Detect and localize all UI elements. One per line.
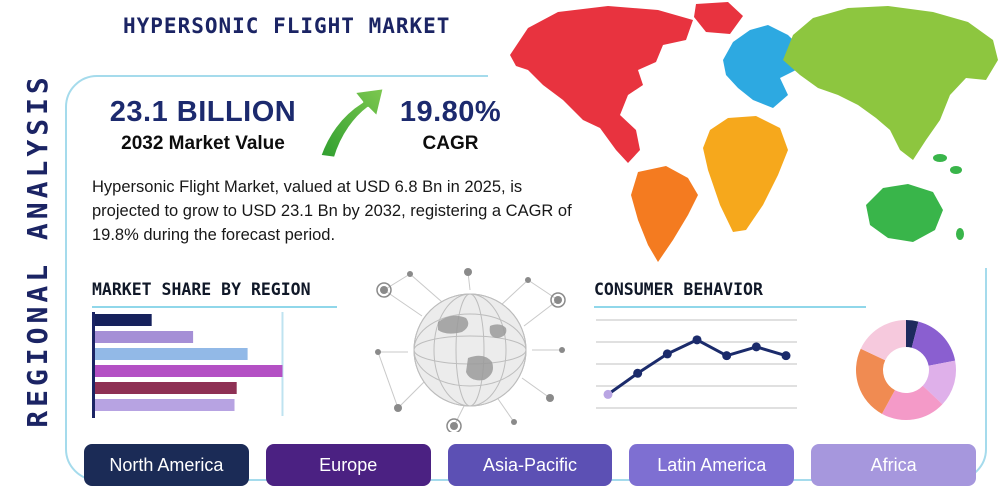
- region-button-north-america[interactable]: North America: [84, 444, 249, 486]
- region-donut-chart: [852, 316, 960, 424]
- cagr-number: 19.80%: [399, 96, 502, 128]
- region-button-africa[interactable]: Africa: [811, 444, 976, 486]
- market-share-bar-chart: [90, 312, 320, 420]
- market-value-label: 2032 Market Value: [121, 133, 285, 154]
- region-button-latin-america[interactable]: Latin America: [629, 444, 795, 486]
- cagr-label: CAGR: [422, 133, 479, 154]
- region-button-europe[interactable]: Europe: [265, 444, 431, 486]
- consumer-behavior-section-title: CONSUMER BEHAVIOR: [594, 280, 866, 308]
- region-button-row: North America Europe Asia-Pacific Latin …: [84, 444, 976, 486]
- cagr-stat: 19.80% CAGR: [388, 96, 513, 155]
- region-button-asia-pacific[interactable]: Asia-Pacific: [447, 444, 613, 486]
- sidebar-vertical-title-text: REGIONAL ANALYSIS: [20, 72, 54, 428]
- growth-arrow-icon: [314, 84, 386, 160]
- sidebar-vertical-title: REGIONAL ANALYSIS: [6, 0, 68, 500]
- market-value-number: 23.1 BILLION: [109, 96, 297, 128]
- world-map: [488, 0, 1000, 268]
- market-description: Hypersonic Flight Market, valued at USD …: [92, 178, 572, 244]
- consumer-behavior-line-chart: [594, 306, 799, 426]
- market-value-stat: 23.1 BILLION 2032 Market Value: [88, 96, 318, 155]
- world-map-svg: [510, 2, 998, 262]
- market-share-section-title: MARKET SHARE BY REGION: [92, 280, 337, 308]
- globe-network-graphic: [372, 266, 568, 434]
- page-title: HYPERSONIC FLIGHT MARKET: [123, 14, 451, 38]
